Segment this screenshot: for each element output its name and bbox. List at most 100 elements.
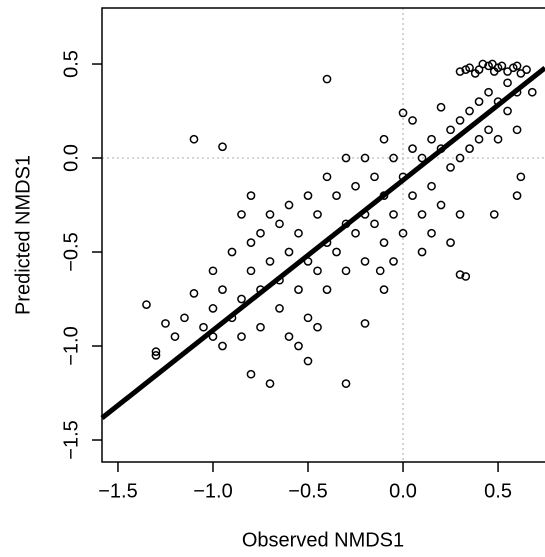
point — [151, 347, 161, 356]
point — [294, 285, 303, 294]
point — [218, 142, 227, 152]
point — [461, 65, 471, 75]
point — [180, 313, 189, 323]
point — [142, 300, 151, 310]
point — [398, 108, 408, 118]
point — [360, 153, 370, 163]
point — [417, 210, 427, 219]
point — [218, 341, 227, 351]
point — [332, 191, 341, 200]
y-tick-label: −1.5 — [60, 420, 82, 459]
x-tick-label: −0.5 — [288, 480, 327, 502]
point — [341, 379, 351, 388]
point — [275, 304, 284, 313]
point — [208, 266, 218, 276]
y-tick-label: 0.5 — [60, 50, 82, 78]
point — [489, 67, 499, 76]
point — [199, 322, 208, 332]
point — [360, 257, 370, 266]
point — [284, 247, 294, 257]
point — [446, 238, 455, 247]
point — [516, 69, 526, 78]
point — [275, 219, 284, 229]
point — [370, 219, 379, 229]
point — [379, 134, 389, 144]
point — [351, 228, 360, 238]
point — [322, 172, 332, 182]
y-tick-label: −1.0 — [60, 326, 82, 365]
point — [227, 247, 237, 257]
point — [189, 289, 199, 298]
point — [503, 106, 512, 116]
y-tick-label: −0.5 — [60, 232, 82, 271]
point — [408, 116, 417, 125]
point — [151, 351, 161, 360]
point — [237, 210, 246, 219]
point — [455, 210, 465, 219]
point — [322, 285, 332, 294]
point — [503, 78, 512, 88]
point — [370, 172, 379, 182]
point — [379, 238, 389, 247]
point — [455, 67, 465, 76]
point — [246, 369, 256, 379]
point — [256, 228, 265, 238]
point — [256, 322, 265, 332]
x-tick-label: 0.5 — [484, 480, 512, 502]
point — [265, 210, 275, 219]
point — [246, 191, 256, 200]
point — [208, 304, 218, 313]
point — [161, 319, 170, 328]
point — [265, 379, 275, 388]
point — [489, 210, 499, 219]
point — [527, 87, 537, 97]
point — [470, 69, 480, 78]
point — [474, 134, 484, 144]
point — [218, 285, 227, 294]
point — [294, 228, 303, 238]
point — [246, 238, 256, 247]
point — [313, 322, 322, 332]
point — [455, 116, 465, 125]
point — [322, 74, 332, 84]
point — [341, 266, 351, 276]
x-tick-label: −1.5 — [98, 480, 137, 502]
point — [461, 272, 471, 281]
point — [427, 228, 436, 238]
point — [484, 125, 493, 135]
plot-frame — [101, 7, 545, 463]
point — [284, 200, 294, 210]
fit-line — [100, 66, 545, 420]
point — [497, 61, 507, 71]
point — [427, 181, 436, 191]
point — [455, 153, 465, 163]
point — [313, 266, 322, 276]
point — [332, 247, 341, 257]
point — [493, 134, 503, 144]
point — [398, 228, 408, 238]
point — [512, 125, 522, 135]
point — [455, 270, 465, 279]
y-axis-label: Predicted NMDS1 — [12, 155, 34, 315]
x-axis-label: Observed NMDS1 — [242, 529, 404, 551]
point — [284, 332, 294, 341]
point — [237, 294, 246, 304]
point — [465, 144, 474, 153]
point — [389, 153, 398, 163]
point — [389, 257, 398, 266]
x-tick-label: −1.0 — [193, 480, 232, 502]
point — [237, 332, 246, 341]
point — [313, 210, 322, 219]
point — [265, 257, 275, 266]
point — [360, 319, 370, 328]
point — [408, 191, 417, 200]
point — [375, 266, 385, 276]
point — [294, 341, 303, 351]
point — [170, 332, 180, 341]
point — [246, 266, 256, 276]
point — [436, 200, 446, 210]
point — [508, 63, 518, 73]
point — [389, 210, 398, 219]
point — [484, 87, 493, 97]
